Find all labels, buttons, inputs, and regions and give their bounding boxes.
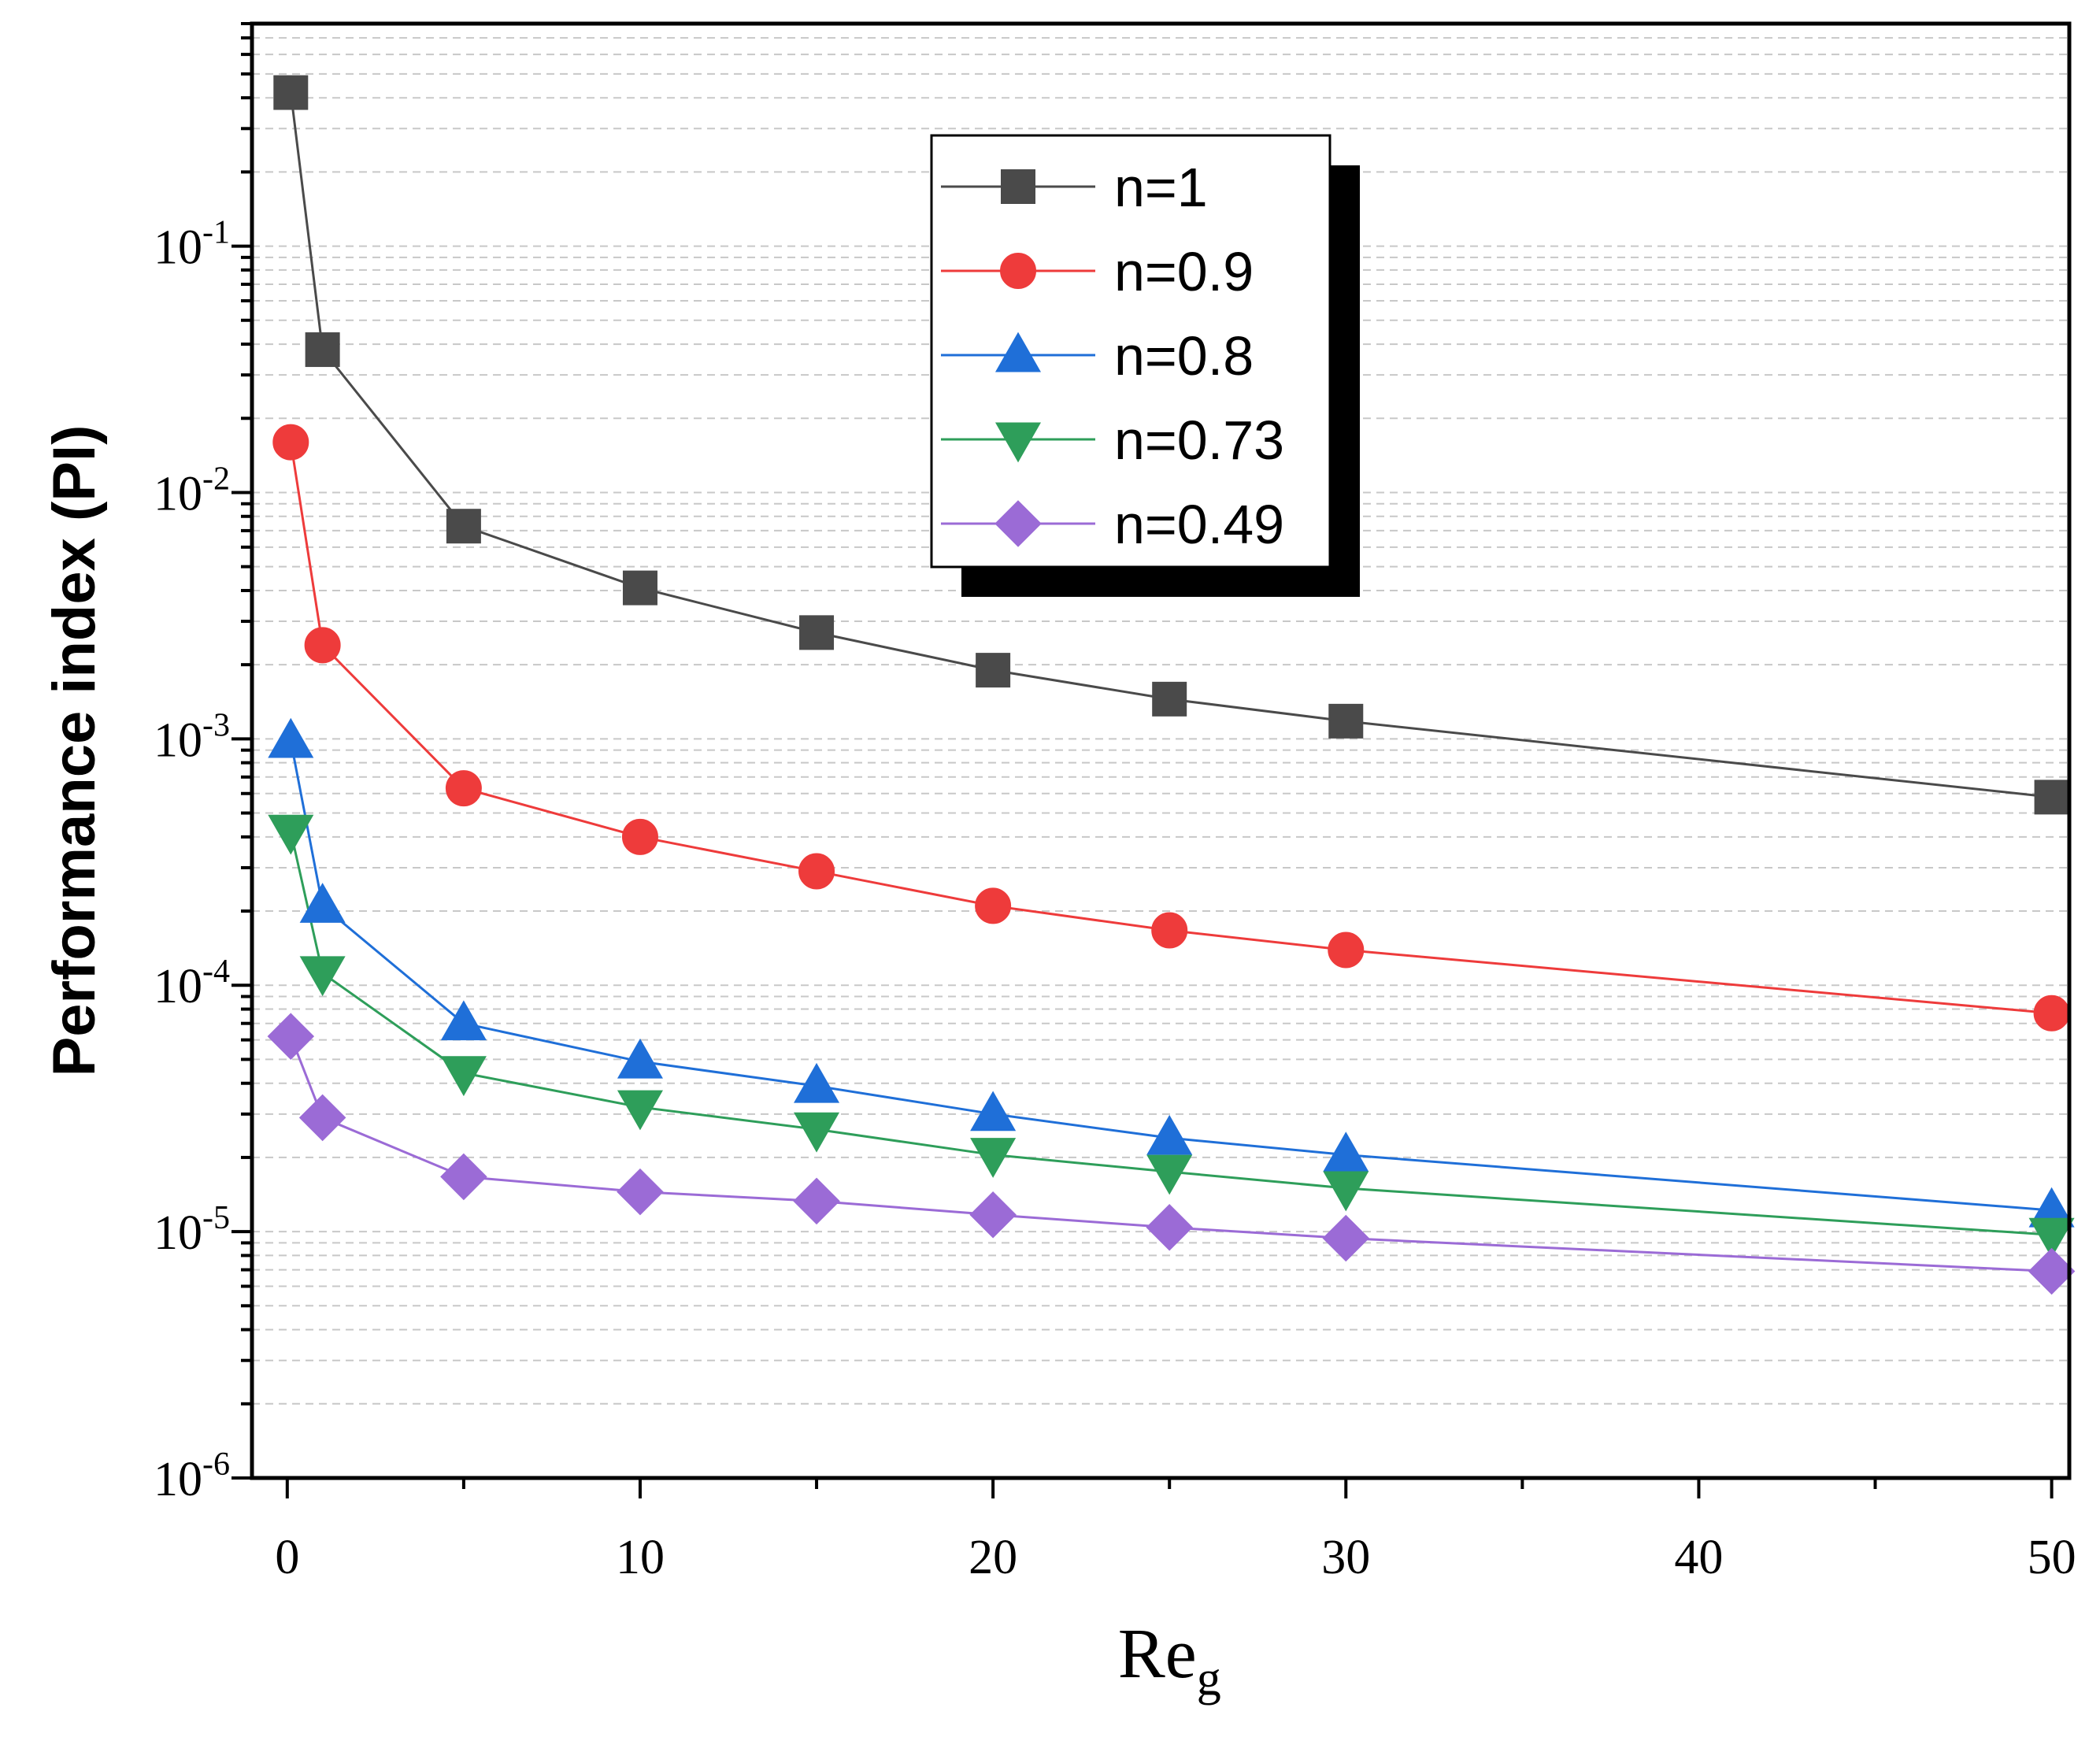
axis-ticks xyxy=(231,22,2054,1498)
legend-label: n=0.9 xyxy=(1114,241,1254,302)
y-tick-label-base: 10 xyxy=(154,467,202,520)
y-axis-label: Performance index (PI) xyxy=(41,425,108,1077)
legend-label: n=0.73 xyxy=(1114,409,1284,471)
x-tick-label: 0 xyxy=(275,1531,299,1584)
legend-label: n=0.49 xyxy=(1114,494,1284,555)
y-tick-label-exponent: -5 xyxy=(202,1200,230,1236)
data-point xyxy=(2028,1247,2076,1295)
grid-lines xyxy=(252,37,2069,1405)
data-point xyxy=(798,853,835,890)
y-tick-label-base: 10 xyxy=(154,713,202,767)
y-tick-label-base: 10 xyxy=(154,1453,202,1506)
y-tick-label-exponent: -1 xyxy=(202,215,230,251)
legend-label: n=0.8 xyxy=(1114,325,1254,387)
data-point xyxy=(794,1112,840,1153)
data-point xyxy=(446,509,481,544)
data-point xyxy=(1146,1204,1193,1251)
data-point xyxy=(1151,912,1188,949)
legend-marker xyxy=(1000,253,1036,289)
data-point xyxy=(794,1062,840,1103)
y-tick-label-exponent: -2 xyxy=(202,461,230,497)
data-point xyxy=(305,332,340,368)
y-tick-label-base: 10 xyxy=(154,221,202,275)
x-tick-label: 30 xyxy=(1321,1531,1370,1584)
data-point xyxy=(267,1013,315,1060)
data-point xyxy=(273,75,309,110)
data-point xyxy=(299,956,346,997)
x-axis-label-subscript: g xyxy=(1197,1652,1221,1706)
data-point xyxy=(268,814,314,855)
data-point xyxy=(440,1056,487,1097)
legend-label: n=1 xyxy=(1114,157,1208,218)
data-point xyxy=(445,770,482,807)
data-point xyxy=(976,653,1011,688)
data-point xyxy=(793,1177,840,1225)
x-axis-label-main: Re xyxy=(1118,1615,1197,1693)
data-point xyxy=(622,570,657,606)
data-point xyxy=(2033,995,2070,1032)
data-point xyxy=(1323,1132,1369,1172)
data-point xyxy=(1328,932,1365,969)
y-tick-label-base: 10 xyxy=(154,960,202,1013)
data-point xyxy=(299,883,346,923)
legend-marker xyxy=(994,332,1042,372)
data-point xyxy=(799,615,835,650)
data-point xyxy=(2034,780,2069,815)
data-point xyxy=(272,424,309,461)
data-point xyxy=(969,1191,1017,1239)
data-point xyxy=(970,1138,1017,1178)
data-point xyxy=(440,1153,487,1201)
legend-marker xyxy=(994,500,1042,547)
data-point xyxy=(1152,681,1187,717)
data-point xyxy=(1322,1214,1370,1262)
y-tick-label-exponent: -3 xyxy=(202,707,230,743)
y-tick-label: 10-4 xyxy=(154,954,230,1013)
series-markers xyxy=(267,75,2076,1295)
data-point xyxy=(975,887,1012,924)
data-point xyxy=(617,1090,663,1131)
data-point xyxy=(2028,1217,2075,1258)
data-point xyxy=(1146,1154,1193,1195)
data-point xyxy=(304,627,341,664)
data-point xyxy=(970,1091,1017,1132)
data-point xyxy=(617,1038,663,1079)
legend-box xyxy=(930,134,1331,569)
x-tick-label: 10 xyxy=(616,1531,665,1584)
y-tick-label-exponent: -6 xyxy=(202,1446,230,1483)
data-point xyxy=(617,1168,664,1216)
data-point xyxy=(621,818,658,855)
y-tick-label: 10-5 xyxy=(154,1200,230,1260)
data-point xyxy=(268,717,314,758)
x-tick-label: 50 xyxy=(2028,1531,2076,1584)
x-tick-label: 20 xyxy=(969,1531,1017,1584)
data-point xyxy=(1323,1171,1369,1212)
legend-marker xyxy=(1001,169,1035,204)
y-tick-label: 10-1 xyxy=(154,215,230,275)
legend-marker xyxy=(994,422,1042,463)
data-point xyxy=(1328,703,1364,739)
y-tick-label: 10-3 xyxy=(154,707,230,767)
y-tick-label-base: 10 xyxy=(154,1206,202,1260)
y-tick-label: 10-2 xyxy=(154,461,230,520)
data-point xyxy=(298,1094,346,1142)
data-point xyxy=(1146,1114,1193,1155)
y-tick-label-exponent: -4 xyxy=(202,954,230,990)
x-axis-label: Reg xyxy=(1118,1615,1221,1706)
y-tick-label: 10-6 xyxy=(154,1446,230,1506)
data-point xyxy=(440,1000,487,1041)
x-tick-label: 40 xyxy=(1674,1531,1723,1584)
legend: n=1 n=0.9 n=0.8 n=0.73 n=0.49 xyxy=(930,134,1360,597)
